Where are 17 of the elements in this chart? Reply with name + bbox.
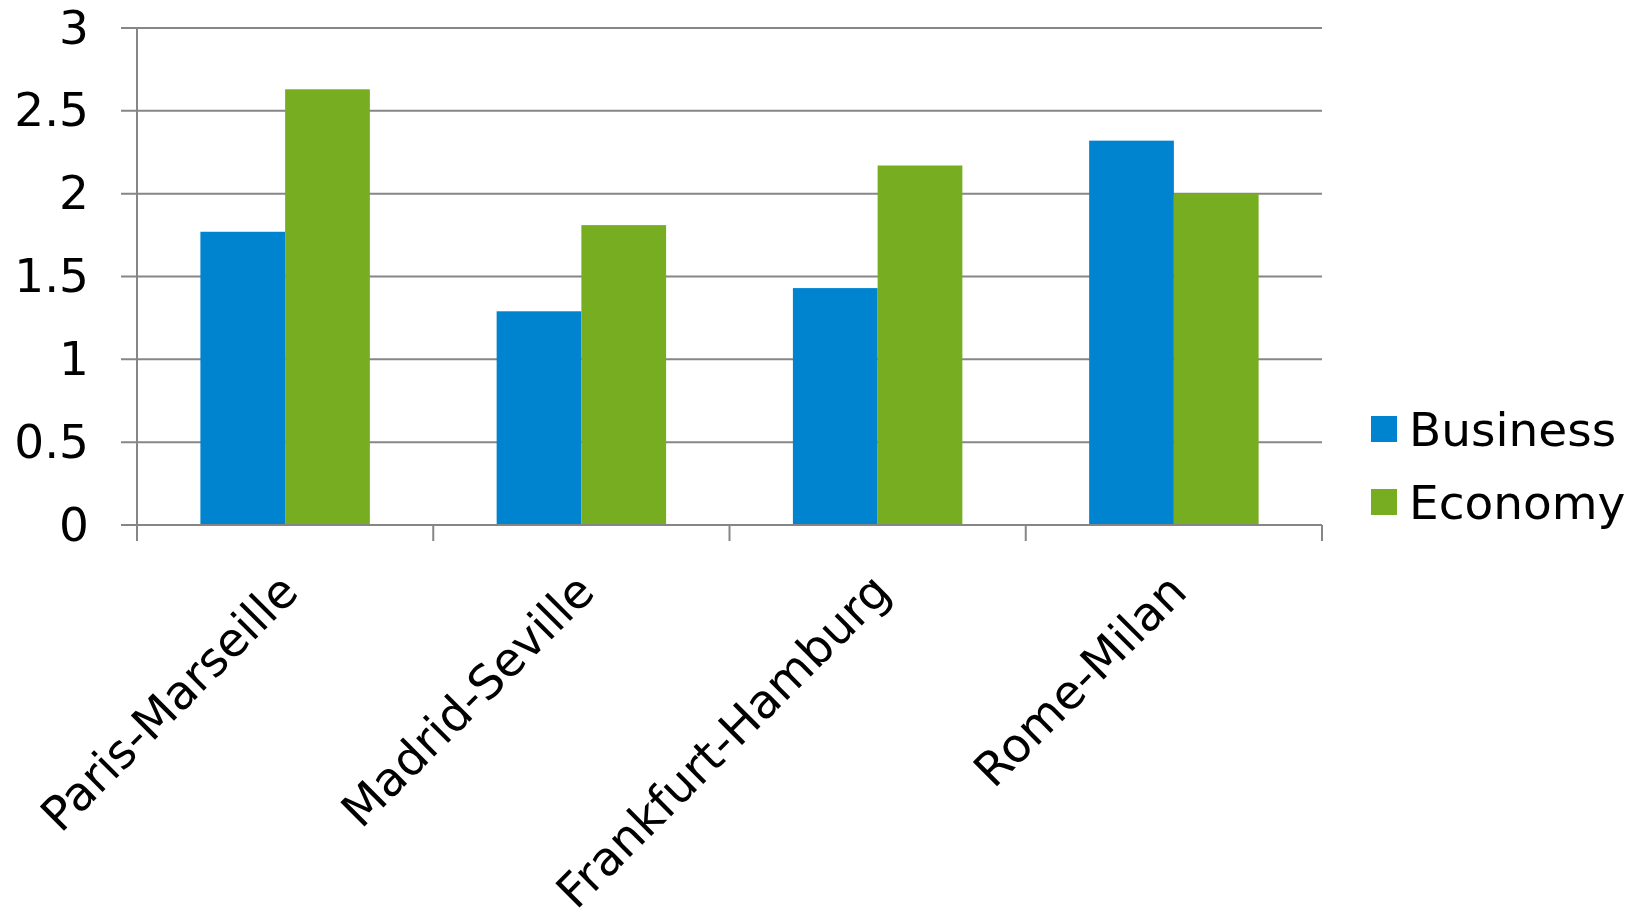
y-tick-label: 0.5	[14, 413, 89, 469]
bar	[200, 231, 286, 525]
bar	[1173, 193, 1259, 525]
legend-label: Business	[1409, 401, 1617, 457]
y-tick-label: 1.5	[14, 248, 89, 304]
y-tick-label: 2.5	[14, 82, 89, 138]
bar	[877, 165, 963, 525]
bar	[285, 89, 370, 525]
bar	[1089, 140, 1174, 525]
bar	[792, 288, 878, 525]
bar	[581, 225, 667, 525]
bar	[496, 311, 582, 525]
y-tick-label: 3	[59, 0, 89, 55]
y-tick-label: 0	[59, 496, 89, 552]
legend-label: Economy	[1409, 474, 1626, 530]
y-tick-label: 1	[59, 330, 89, 386]
y-tick-label: 2	[59, 165, 89, 221]
